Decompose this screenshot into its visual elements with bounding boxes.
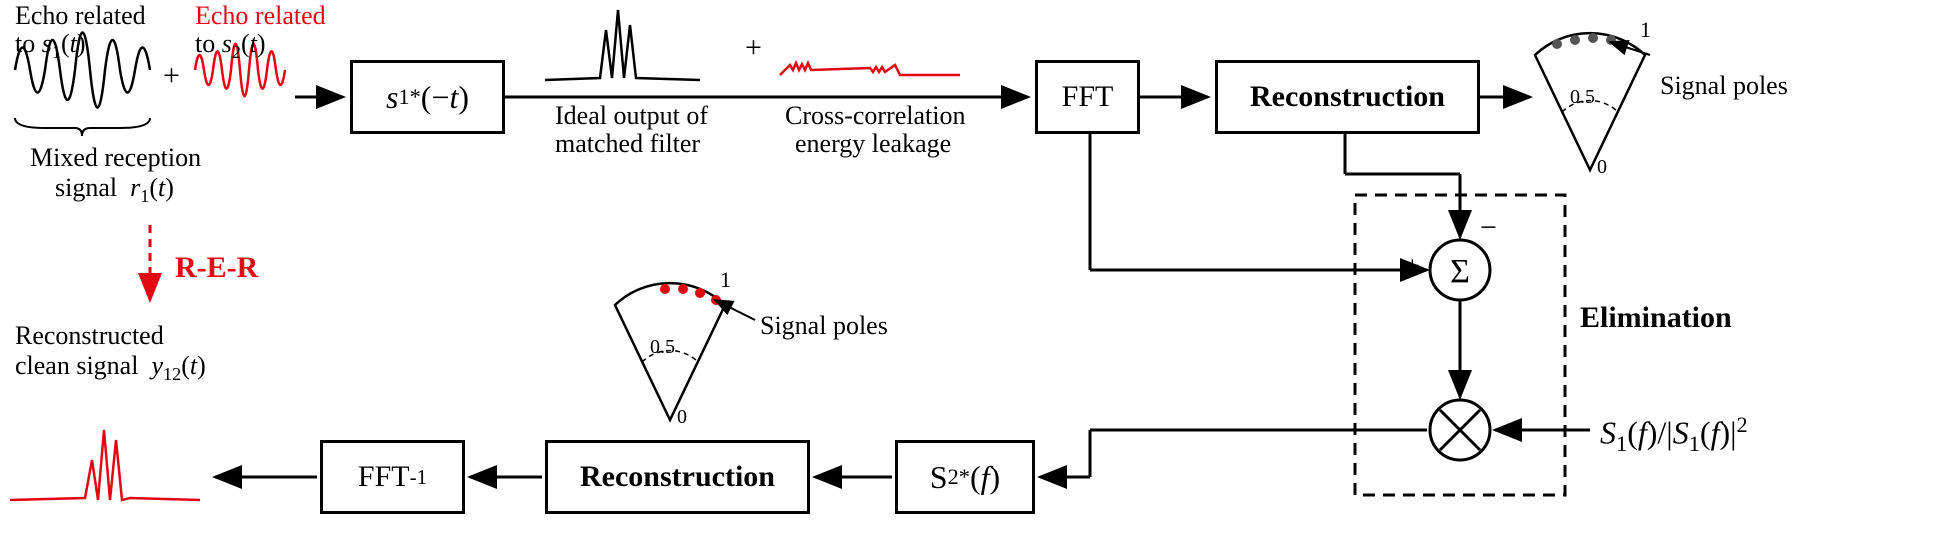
signal-poles-1: Signal poles xyxy=(1660,70,1788,101)
cone-bot-05: 0.5 xyxy=(650,335,675,359)
ideal-output-waveform xyxy=(545,10,700,80)
cross-1: Cross-correlation xyxy=(785,100,966,131)
norm-signal: S1(f)/|S1(f)|2 xyxy=(1600,412,1748,458)
plus-2: + xyxy=(745,30,762,66)
cone-top-1: 1 xyxy=(1640,17,1651,43)
cone-top-05: 0.5 xyxy=(1570,85,1595,109)
matched-filter-box: s1*(−t) xyxy=(350,60,505,134)
mixed-label-1: Mixed reception xyxy=(30,142,201,173)
ideal-output-1: Ideal output of xyxy=(555,100,708,131)
echo2-label-b: to s2(t) xyxy=(195,28,266,64)
signal-poles-2: Signal poles xyxy=(760,310,888,341)
cross-2: energy leakage xyxy=(795,128,951,159)
recon-bot-box: Reconstruction xyxy=(545,440,810,514)
fft-box: FFT xyxy=(1035,60,1140,134)
echo2-label-a: Echo related xyxy=(195,0,326,31)
s2-box: S2*(f) xyxy=(895,440,1035,514)
plus-1: + xyxy=(163,58,180,94)
elimination-box xyxy=(1355,195,1565,495)
ideal-output-2: matched filter xyxy=(555,128,700,159)
ifft-box: FFT-1 xyxy=(320,440,465,514)
cone-bot xyxy=(615,283,755,420)
recon-top-box: Reconstruction xyxy=(1215,60,1480,134)
clean-signal-waveform xyxy=(10,430,200,500)
mixed-label-2: signal r1(t) xyxy=(55,172,174,208)
cone-bot-1: 1 xyxy=(720,267,731,293)
rer-label: R-E-R xyxy=(175,250,258,286)
recon-label-1: Reconstructed xyxy=(15,320,164,351)
sigma-minus: − xyxy=(1480,210,1497,246)
sigma-node xyxy=(1430,240,1490,300)
leakage-waveform xyxy=(780,63,960,75)
recon-label-2: clean signal y12(t) xyxy=(15,350,206,386)
echo1-label-a: Echo related xyxy=(15,0,146,31)
elimination-label: Elimination xyxy=(1580,300,1732,336)
sigma-plus: + xyxy=(1405,250,1420,281)
echo1-label-b: to s1(t) xyxy=(15,28,86,64)
svg-text:Σ: Σ xyxy=(1450,253,1470,290)
mult-node xyxy=(1430,400,1490,460)
cone-bot-0: 0 xyxy=(677,405,687,429)
cone-top-0: 0 xyxy=(1597,155,1607,179)
